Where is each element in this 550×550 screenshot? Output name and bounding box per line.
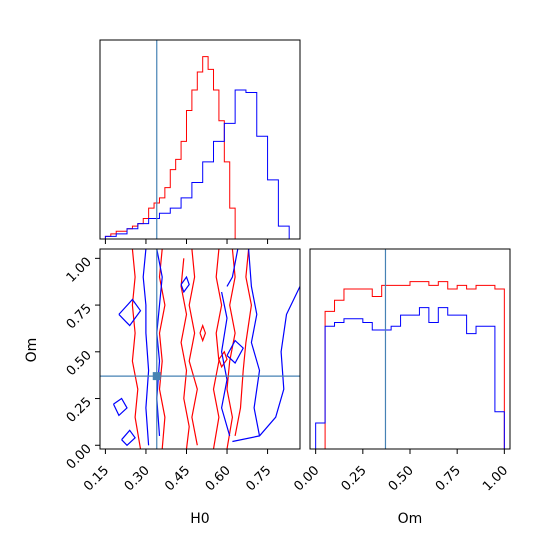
truth-marker (152, 372, 161, 381)
red-contour-line (212, 249, 223, 449)
blue-contour-loop (180, 275, 190, 294)
blue-contour-loop (112, 397, 128, 417)
om-hist-frame (309, 248, 511, 450)
blue-contour-line (142, 249, 150, 446)
om-tick-label: 0.75 (64, 301, 95, 332)
h0-histogram-panel (99, 39, 301, 244)
x-axis-label-om: Om (398, 511, 423, 527)
h0-tick-label: 0.75 (243, 463, 274, 494)
om-histogram-panel: 0.00 0.25 0.50 0.75 1.00 (291, 248, 511, 494)
h0-hist-frame (99, 39, 301, 240)
om-hist-tick-label: 0.25 (339, 463, 370, 494)
om-hist-tick-label: 0.50 (386, 463, 417, 494)
om-hist-tick-label: 0.75 (433, 463, 464, 494)
red-contour-line (234, 249, 253, 437)
h0-tick-label: 0.45 (162, 463, 193, 494)
blue-contour-loop (226, 339, 244, 364)
om-hist-series-red (315, 281, 505, 450)
om-hist-series-blue (315, 307, 505, 449)
contour-group (112, 249, 300, 449)
y-axis-label-om: Om (24, 338, 40, 363)
om-tick-label: 0.25 (64, 395, 95, 426)
blue-contour-line (226, 249, 239, 287)
blue-contour-line (232, 286, 300, 443)
red-contour-line (131, 249, 142, 449)
h0-tick-label: 0.15 (81, 463, 112, 494)
red-contour-line (188, 249, 198, 446)
om-tick-label: 0.50 (64, 348, 95, 379)
om-hist-tick-label: 0.00 (291, 463, 322, 494)
h0-om-contour-panel: 0.15 0.30 0.45 0.60 0.75 0.00 0.25 0.50 0.75 1.00 (64, 248, 301, 494)
blue-contour-line (220, 291, 231, 437)
red-contour-line (226, 249, 236, 449)
om-hist-tick-label: 1.00 (480, 463, 511, 494)
red-contour-line (158, 249, 166, 449)
x-axis-label-h0: H0 (190, 511, 209, 527)
blue-contour-loop (118, 298, 142, 327)
blue-contour-loop (121, 429, 136, 447)
om-tick-label: 1.00 (64, 255, 95, 286)
h0-tick-label: 0.30 (122, 463, 153, 494)
contour-frame (99, 248, 301, 450)
h0-hist-series-blue (104, 89, 300, 240)
blue-contour-line (248, 249, 261, 437)
h0-tick-label: 0.60 (203, 463, 234, 494)
om-tick-label: 0.00 (64, 441, 95, 472)
red-contour-loop (199, 323, 207, 343)
red-contour-line (180, 258, 190, 449)
